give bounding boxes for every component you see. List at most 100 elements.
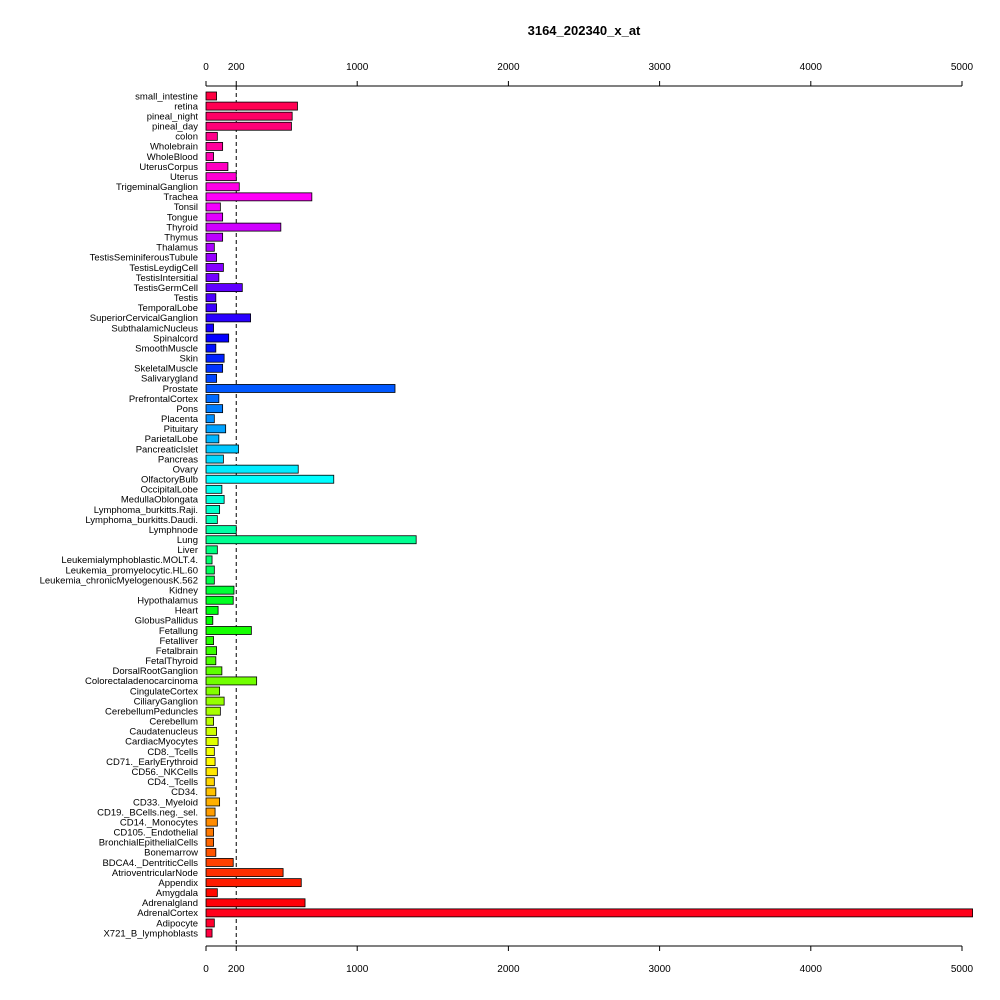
bar xyxy=(205,212,224,222)
x-axis-bottom: 0 200 1000 2000 3000 4000 5000 xyxy=(203,945,974,975)
bar xyxy=(205,252,217,262)
bar xyxy=(205,424,227,434)
chart-title: 3164_202340_x_at xyxy=(528,23,641,38)
bar xyxy=(205,404,224,414)
bottom-tick-label: 1000 xyxy=(346,964,369,975)
bar xyxy=(205,242,215,252)
bar xyxy=(205,878,302,888)
category-label: FetalThyroid xyxy=(145,656,198,667)
category-label: CD56._NKCells xyxy=(131,767,198,778)
bar xyxy=(205,757,216,767)
category-labels: small_intestineretinapineal_nightpineal_… xyxy=(40,91,199,939)
bar xyxy=(205,505,221,514)
bar xyxy=(205,676,258,686)
bar xyxy=(205,343,217,353)
bar xyxy=(205,162,229,171)
category-label: Trachea xyxy=(164,192,199,203)
bar xyxy=(205,232,224,242)
category-label: Leukemialymphoblastic.MOLT.4. xyxy=(61,555,198,566)
bar xyxy=(205,545,218,555)
category-label: Fetalliver xyxy=(159,636,198,647)
category-label: CerebellumPeduncles xyxy=(105,706,198,717)
category-label: Uterus xyxy=(170,172,198,183)
category-label: Wholebrain xyxy=(150,142,198,153)
bar xyxy=(205,444,239,454)
category-label: TestisIntersitial xyxy=(136,273,198,284)
bar xyxy=(205,182,240,192)
bar xyxy=(205,797,221,807)
category-label: Hypothalamus xyxy=(137,596,198,607)
category-label: Placenta xyxy=(161,414,199,425)
bar xyxy=(205,454,224,464)
bar xyxy=(205,192,313,202)
top-tick-label: 1000 xyxy=(346,62,369,73)
bar xyxy=(205,363,224,373)
category-label: BDCA4._DentriticCells xyxy=(102,858,198,869)
category-label: Colorectaladenocarcinoma xyxy=(85,676,199,687)
category-label: Liver xyxy=(177,545,198,556)
bar xyxy=(205,293,217,303)
category-label: X721_B_lymphoblasts xyxy=(103,928,198,939)
category-label: Testis xyxy=(174,293,199,304)
category-label: Kidney xyxy=(169,585,198,596)
bars xyxy=(205,91,973,938)
bar xyxy=(205,858,234,867)
category-label: PancreaticIslet xyxy=(136,444,199,455)
bar xyxy=(205,323,214,333)
category-label: CD105._Endothelial xyxy=(113,828,198,839)
category-label: Thymus xyxy=(164,232,198,243)
bar xyxy=(205,575,215,585)
bottom-tick-label: 3000 xyxy=(648,964,671,975)
bar xyxy=(205,646,217,656)
category-label: colon xyxy=(175,132,198,143)
bar xyxy=(205,434,220,444)
bar xyxy=(205,525,237,535)
category-label: UterusCorpus xyxy=(139,162,198,173)
bar xyxy=(205,384,396,393)
bar xyxy=(205,585,235,595)
category-label: SkeletalMuscle xyxy=(134,364,198,375)
category-label: Appendix xyxy=(158,878,198,889)
bar xyxy=(205,484,223,494)
top-tick-label: 200 xyxy=(228,62,245,73)
bottom-tick-label: 4000 xyxy=(800,964,823,975)
bar xyxy=(205,565,215,575)
category-label: PrefrontalCortex xyxy=(129,394,198,405)
bar xyxy=(205,303,217,313)
bar xyxy=(205,494,225,504)
bar xyxy=(205,605,219,615)
category-label: SubthalamicNucleus xyxy=(111,323,198,334)
bar xyxy=(205,222,282,232)
category-label: CiliaryGanglion xyxy=(134,696,198,707)
category-label: GlobusPallidus xyxy=(135,616,199,627)
bar xyxy=(205,91,217,101)
category-label: TrigeminalGanglion xyxy=(116,182,198,193)
category-label: Cerebellum xyxy=(149,717,198,728)
category-label: Leukemia_chronicMyelogenousK.562 xyxy=(40,575,198,586)
category-label: Lymphoma_burkitts.Daudi. xyxy=(85,515,198,526)
top-tick-label: 2000 xyxy=(497,62,520,73)
category-label: TestisSeminiferousTubule xyxy=(90,253,198,264)
category-label: Heart xyxy=(175,606,199,617)
category-label: Lung xyxy=(177,535,198,546)
category-label: CD8._Tcells xyxy=(147,747,198,758)
bar xyxy=(205,847,217,857)
bar xyxy=(205,868,284,877)
bar xyxy=(205,616,214,625)
category-label: OlfactoryBulb xyxy=(141,475,198,486)
category-label: Bonemarrow xyxy=(144,848,198,859)
category-label: Adipocyte xyxy=(156,918,198,929)
bar xyxy=(205,515,218,524)
bar xyxy=(205,666,223,676)
bar xyxy=(205,706,221,716)
category-label: SuperiorCervicalGanglion xyxy=(90,313,198,324)
bar xyxy=(205,121,292,131)
bar xyxy=(205,131,218,141)
bar xyxy=(205,535,417,545)
bar xyxy=(205,353,225,363)
category-label: OccipitalLobe xyxy=(140,485,198,496)
category-label: Pituitary xyxy=(164,424,199,435)
category-label: Lymphnode xyxy=(149,525,198,536)
bar xyxy=(205,595,234,605)
